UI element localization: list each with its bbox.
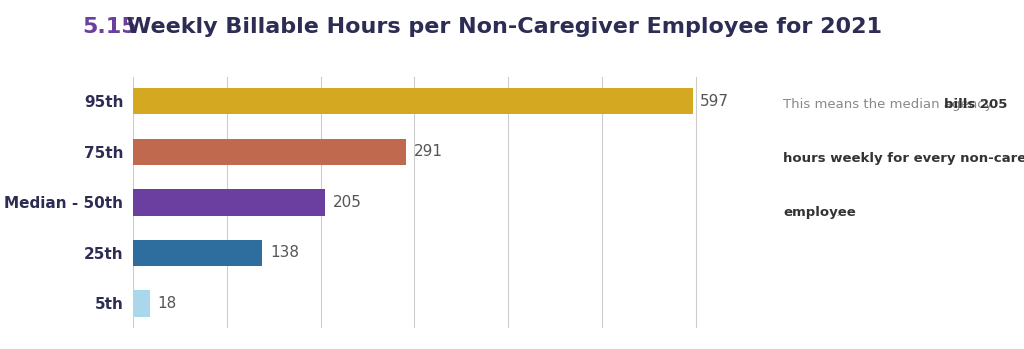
Text: Weekly Billable Hours per Non-Caregiver Employee for 2021: Weekly Billable Hours per Non-Caregiver … <box>119 17 882 37</box>
Text: employee: employee <box>783 206 856 219</box>
Text: 18: 18 <box>158 296 177 311</box>
Text: 597: 597 <box>700 94 729 109</box>
Bar <box>133 240 262 266</box>
Text: .: . <box>836 206 840 219</box>
Text: bills 205: bills 205 <box>944 98 1008 111</box>
Text: This means the median agency: This means the median agency <box>783 98 997 111</box>
Text: hours weekly for every non-caregiver: hours weekly for every non-caregiver <box>783 152 1024 165</box>
Bar <box>133 290 150 317</box>
Text: 5.15: 5.15 <box>82 17 136 37</box>
Bar <box>133 189 326 216</box>
Text: 291: 291 <box>414 144 442 159</box>
Bar <box>133 139 406 165</box>
Text: 205: 205 <box>333 195 361 210</box>
Text: 138: 138 <box>270 245 299 260</box>
Bar <box>133 88 692 114</box>
